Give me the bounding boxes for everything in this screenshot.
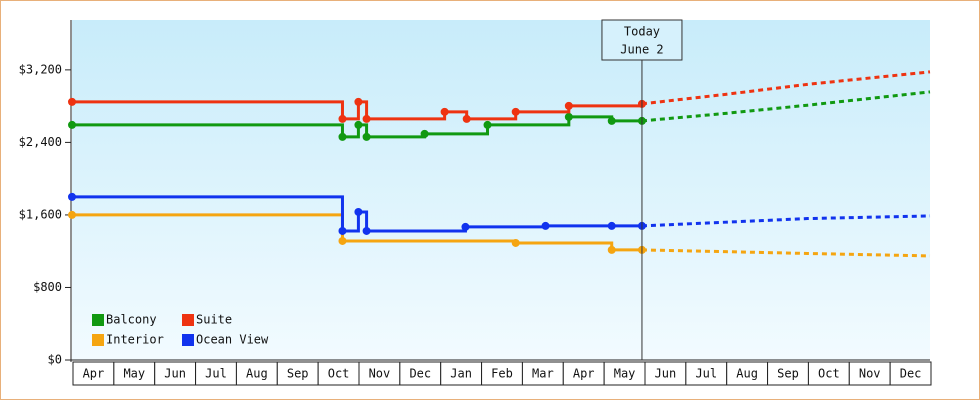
price-point [362, 132, 371, 141]
price-point [354, 120, 363, 129]
price-point [541, 221, 550, 230]
price-point [483, 120, 492, 129]
plot-area [72, 20, 930, 360]
legend-label: Ocean View [196, 333, 269, 347]
price-point [607, 245, 616, 254]
price-point [338, 132, 347, 141]
x-tick-label: May [614, 367, 636, 381]
today-label: June 2 [620, 43, 663, 57]
x-tick-label: Dec [409, 367, 431, 381]
price-point [511, 238, 520, 247]
price-point [354, 97, 363, 106]
x-tick-label: Dec [900, 367, 922, 381]
price-point [420, 129, 429, 138]
legend-swatch [182, 314, 194, 326]
price-point [338, 226, 347, 235]
x-tick-label: Oct [328, 367, 350, 381]
x-tick-label: Aug [736, 367, 758, 381]
price-point [564, 112, 573, 121]
price-point [564, 101, 573, 110]
x-tick-label: Sep [777, 367, 799, 381]
price-point [440, 107, 449, 116]
x-tick-label: Feb [491, 367, 513, 381]
x-tick-label: Jul [695, 367, 717, 381]
price-point [68, 210, 76, 219]
x-tick-label: Jun [655, 367, 677, 381]
legend-swatch [182, 334, 194, 346]
legend-label: Interior [106, 333, 164, 347]
x-cell [889, 361, 932, 386]
legend-swatch [92, 334, 104, 346]
price-point [462, 114, 471, 123]
forecast-line [641, 248, 931, 258]
legend-label: Suite [196, 313, 232, 327]
legend-swatch [92, 314, 104, 326]
x-tick-label: Nov [369, 367, 391, 381]
price-point [68, 192, 76, 201]
forecast-line [641, 70, 931, 106]
legend-label: Balcony [106, 313, 157, 327]
x-tick-label: Apr [573, 367, 595, 381]
forecast-line [641, 90, 931, 123]
x-tick-label: Aug [246, 367, 268, 381]
price-point [362, 114, 371, 123]
forecast-line [641, 214, 931, 228]
today-box [601, 19, 683, 61]
price-point [607, 116, 616, 125]
y-tick-label: $800 [33, 280, 62, 294]
x-tick-label: Jul [205, 367, 227, 381]
price-point [338, 114, 347, 123]
price-point [607, 221, 616, 230]
x-tick-label: Oct [818, 367, 840, 381]
price-point [68, 120, 76, 129]
x-tick-label: Jun [164, 367, 186, 381]
x-tick-label: Mar [532, 367, 554, 381]
y-tick-label: $3,200 [19, 62, 62, 76]
x-tick-label: Sep [287, 367, 309, 381]
price-point [68, 97, 76, 106]
x-tick-label: May [123, 367, 145, 381]
y-tick-label: $2,400 [19, 135, 62, 149]
price-point [354, 207, 363, 216]
price-point [511, 107, 520, 116]
price-point [362, 226, 371, 235]
y-tick-label: $1,600 [19, 207, 62, 221]
today-label: Today [624, 25, 660, 39]
x-tick-label: Jan [450, 367, 472, 381]
x-tick-label: Nov [859, 367, 881, 381]
y-tick-label: $0 [48, 353, 62, 367]
x-tick-label: Apr [83, 367, 105, 381]
price-point [461, 222, 470, 231]
price-point [338, 236, 347, 245]
